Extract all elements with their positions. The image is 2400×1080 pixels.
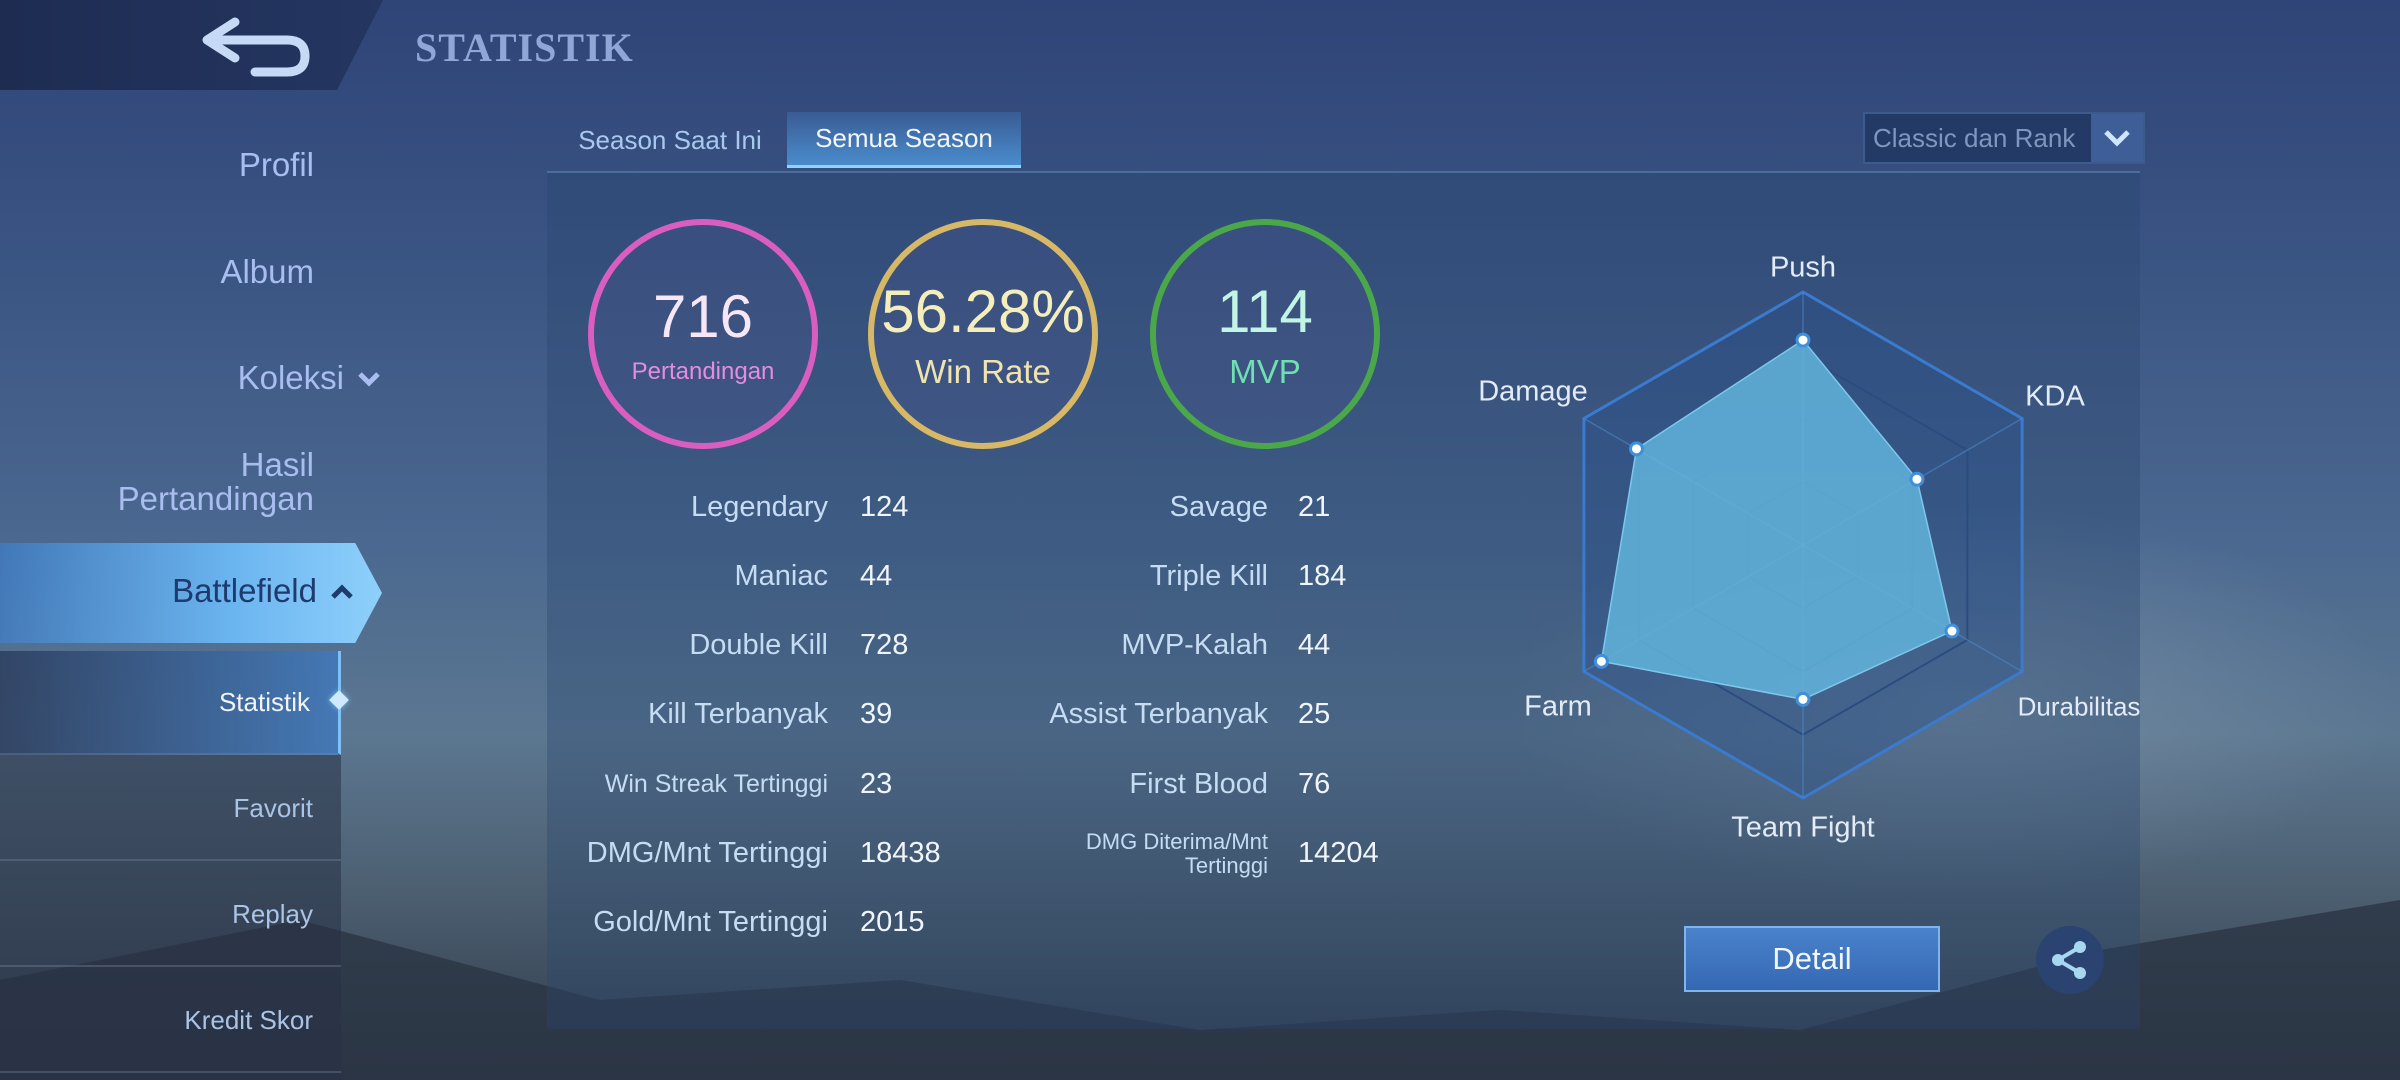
- stat-value: 21: [1298, 491, 1331, 523]
- chevron-up-icon: [331, 584, 353, 599]
- stat-value: 44: [1298, 629, 1331, 661]
- stat-label: Gold/Mnt Tertinggi: [593, 905, 828, 938]
- subitem-label: Favorit: [233, 792, 313, 823]
- sidebar-item-label: Profil: [238, 146, 314, 183]
- stat-value: 76: [1298, 768, 1331, 800]
- stat-value: 728: [860, 629, 909, 661]
- summary-label: MVP: [1229, 353, 1301, 390]
- radar-axis-label: Farm: [1524, 690, 1592, 723]
- mode-dropdown[interactable]: Classic dan Rank: [1863, 112, 2145, 164]
- summary-value: 56.28%: [881, 278, 1085, 345]
- back-button[interactable]: [0, 0, 383, 90]
- stat-label: MVP-Kalah: [1121, 628, 1268, 661]
- radar-data-point: [1795, 332, 1811, 348]
- detail-button[interactable]: Detail: [1684, 926, 1940, 992]
- stat-value: 39: [860, 698, 893, 730]
- radar-data-point: [1944, 623, 1960, 639]
- stat-label: Assist Terbanyak: [1049, 697, 1268, 730]
- subitem-label: Kredit Skor: [184, 1004, 313, 1035]
- back-arrow-icon: [202, 17, 310, 77]
- stat-value: 23: [860, 768, 893, 800]
- summary-circle: 716 Pertandingan: [588, 219, 818, 449]
- tab-label: Semua Season: [815, 123, 993, 153]
- stat-value: 18438: [860, 837, 941, 869]
- stat-label: Triple Kill: [1149, 559, 1268, 592]
- radar-axis-label: Push: [1769, 251, 1837, 284]
- tab-season-saat-ini[interactable]: Season Saat Ini: [560, 112, 780, 168]
- radar-data-point: [1795, 691, 1811, 707]
- sidebar-item-battlefield[interactable]: [0, 543, 382, 643]
- summary-value: 114: [1217, 278, 1313, 345]
- sidebar-subitem-replay[interactable]: Replay: [0, 863, 341, 967]
- stat-label: Win Streak Tertinggi: [604, 770, 828, 798]
- sidebar-item-label: Battlefield: [172, 572, 317, 609]
- sidebar-item-album[interactable]: Album: [220, 253, 314, 291]
- tab-semua-season[interactable]: Semua Season: [787, 112, 1021, 168]
- sidebar-item-profil[interactable]: Profil: [239, 146, 314, 184]
- stat-value: 44: [860, 560, 893, 592]
- radar-data-point: [1628, 441, 1644, 457]
- stat-value: 2015: [860, 906, 925, 938]
- share-button[interactable]: [2036, 926, 2104, 994]
- radar-axis-label: Durabilitas: [2017, 691, 2141, 722]
- tab-label: Season Saat Ini: [578, 124, 762, 155]
- stat-label: Savage: [1169, 490, 1268, 523]
- summary-circle: 114 MVP: [1150, 219, 1380, 449]
- sidebar-item-label: Album: [220, 253, 314, 290]
- page-title: STATISTIK: [415, 25, 634, 70]
- sidebar-item-label: Hasil Pertandingan: [117, 446, 314, 517]
- summary-label: Pertandingan: [631, 358, 775, 385]
- radar-data-point: [1909, 471, 1925, 487]
- stat-label: Maniac: [734, 559, 829, 592]
- summary-circle: 56.28% Win Rate: [868, 219, 1098, 449]
- stat-label: DMG/Mnt Tertinggi: [586, 836, 828, 869]
- background-mountains: [0, 900, 2400, 1080]
- sidebar-item-koleksi[interactable]: Koleksi: [238, 359, 382, 397]
- stat-label: Legendary: [690, 490, 828, 523]
- dropdown-value: Classic dan Rank: [1873, 122, 2076, 153]
- sidebar-subitem-favorit[interactable]: Favorit: [0, 757, 341, 861]
- sidebar-item-hasil-pertandingan[interactable]: Hasil Pertandingan: [84, 448, 314, 516]
- sidebar-subitems: Statistik Favorit Replay Kredit Skor: [0, 651, 341, 1080]
- sidebar-item-label: Koleksi: [237, 359, 344, 396]
- stat-label: First Blood: [1129, 767, 1268, 800]
- chevron-down-icon: [358, 372, 380, 387]
- summary-label: Win Rate: [915, 353, 1051, 390]
- share-icon: [2052, 941, 2086, 979]
- detail-label: Detail: [1772, 941, 1852, 976]
- stat-value: 25: [1298, 698, 1331, 730]
- chevron-down-icon: [2104, 130, 2130, 147]
- stat-value: 124: [860, 491, 909, 523]
- stat-label: DMG Diterima/Mnt Tertinggi: [1085, 829, 1268, 878]
- radar-axis-label: Damage: [1478, 375, 1588, 408]
- summary-value: 716: [652, 283, 754, 350]
- stat-value: 14204: [1298, 837, 1379, 869]
- dropdown-toggle[interactable]: [2091, 114, 2143, 162]
- radar-axis-label: Team Fight: [1731, 811, 1875, 844]
- subitem-label: Statistik: [218, 686, 310, 717]
- stat-value: 184: [1298, 560, 1347, 592]
- stat-label: Kill Terbanyak: [647, 697, 828, 730]
- radar-chart: [1582, 290, 2024, 800]
- sidebar-subitem-statistik[interactable]: Statistik: [0, 651, 341, 755]
- stat-label: Double Kill: [689, 628, 828, 661]
- sidebar-item-battlefield-label[interactable]: Battlefield: [172, 572, 355, 610]
- radar-axis-label: KDA: [2025, 380, 2085, 413]
- radar-data-point: [1593, 653, 1609, 669]
- subitem-label: Replay: [232, 898, 313, 929]
- sidebar-subitem-kredit-skor[interactable]: Kredit Skor: [0, 969, 341, 1073]
